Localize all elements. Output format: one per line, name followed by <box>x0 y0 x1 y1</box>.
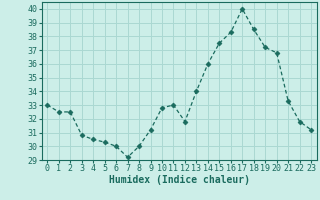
X-axis label: Humidex (Indice chaleur): Humidex (Indice chaleur) <box>109 175 250 185</box>
